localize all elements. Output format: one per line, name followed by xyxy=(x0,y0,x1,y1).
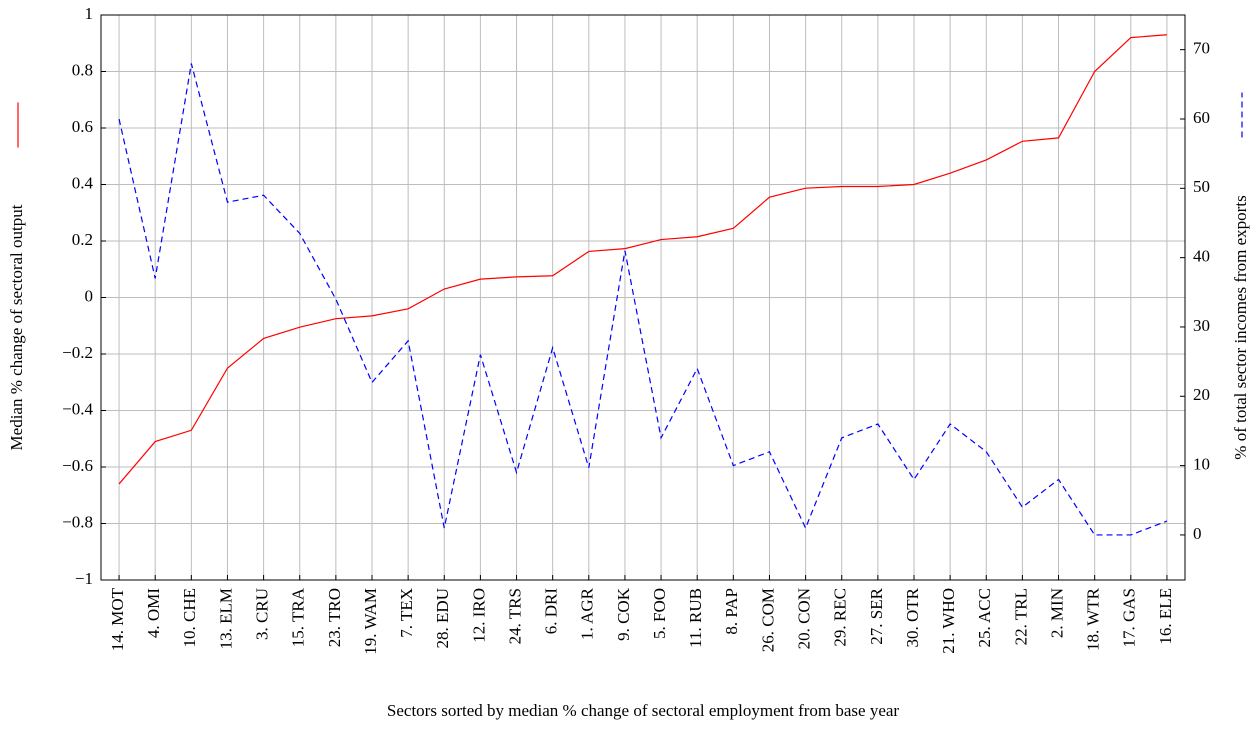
x-tick-label: 30. OTR xyxy=(903,587,922,647)
y2-tick-label: 0 xyxy=(1193,524,1202,543)
x-tick-label: 19. WAM xyxy=(361,588,380,655)
y-tick-label: −0.6 xyxy=(62,456,93,475)
y-tick-label: 1 xyxy=(85,4,94,23)
y2-tick-label: 20 xyxy=(1193,385,1210,404)
x-tick-label: 9. COK xyxy=(614,587,633,641)
x-tick-label: 6. DRI xyxy=(542,588,561,635)
x-tick-label: 1. AGR xyxy=(578,587,597,640)
y2-tick-label: 60 xyxy=(1193,108,1210,127)
y-tick-label: −0.8 xyxy=(62,512,93,531)
y-tick-label: 0.2 xyxy=(72,230,93,249)
y-tick-label: 0.8 xyxy=(72,60,93,79)
x-tick-label: 21. WHO xyxy=(939,588,958,654)
y2-tick-label: 30 xyxy=(1193,316,1210,335)
x-tick-label: 28. EDU xyxy=(433,588,452,648)
series-line xyxy=(118,34,1167,485)
y2-tick-label: 40 xyxy=(1193,247,1210,266)
x-tick-label: 16. ELE xyxy=(1156,588,1175,645)
y-tick-label: 0 xyxy=(85,286,94,305)
y-tick-label: −0.2 xyxy=(62,343,93,362)
x-tick-label: 13. ELM xyxy=(216,588,235,649)
x-tick-label: 10. CHE xyxy=(180,588,199,648)
x-tick-label: 18. WTR xyxy=(1084,587,1103,651)
x-tick-label: 2. MIN xyxy=(1047,588,1066,638)
x-tick-label: 29. REC xyxy=(831,588,850,647)
x-tick-label: 23. TRO xyxy=(325,588,344,647)
y2-tick-label: 50 xyxy=(1193,177,1210,196)
x-tick-label: 12. IRO xyxy=(469,588,488,643)
x-tick-label: 4. OMI xyxy=(144,588,163,638)
plot-frame xyxy=(100,14,1186,581)
x-tick-label: 3. CRU xyxy=(253,588,272,640)
x-axis-label: Sectors sorted by median % change of sec… xyxy=(387,701,900,720)
x-tick-label: 14. MOT xyxy=(108,587,127,651)
x-tick-label: 26. COM xyxy=(758,588,777,652)
x-tick-label: 15. TRA xyxy=(289,587,308,647)
x-tick-label: 20. CON xyxy=(795,588,814,649)
y2-axis-label: % of total sector incomes from exports xyxy=(1231,92,1250,460)
y-axis-label-text: Median % change of sectoral output xyxy=(7,204,26,450)
x-tick-label: 17. GAS xyxy=(1120,588,1139,648)
x-tick-label: 25. ACC xyxy=(975,588,994,648)
y-tick-label: −0.4 xyxy=(62,399,93,418)
y-axis-label: Median % change of sectoral output xyxy=(7,102,26,450)
y2-axis-label-text: % of total sector incomes from exports xyxy=(1231,195,1250,459)
x-tick-label: 22. TRL xyxy=(1011,588,1030,645)
y-tick-label: −1 xyxy=(75,569,93,588)
x-tick-label: 8. PAP xyxy=(722,588,741,635)
y-tick-label: 0.4 xyxy=(72,173,94,192)
x-tick-label: 7. TEX xyxy=(397,588,416,638)
y-tick-label: 0.6 xyxy=(72,117,93,136)
x-tick-label: 5. FOO xyxy=(650,588,669,639)
x-tick-label: 27. SER xyxy=(867,587,886,644)
x-tick-label: 11. RUB xyxy=(686,588,705,648)
y2-tick-label: 10 xyxy=(1193,455,1210,474)
x-tick-label: 24. TRS xyxy=(505,588,524,644)
y2-tick-label: 70 xyxy=(1193,39,1210,58)
series-line xyxy=(118,63,1168,536)
